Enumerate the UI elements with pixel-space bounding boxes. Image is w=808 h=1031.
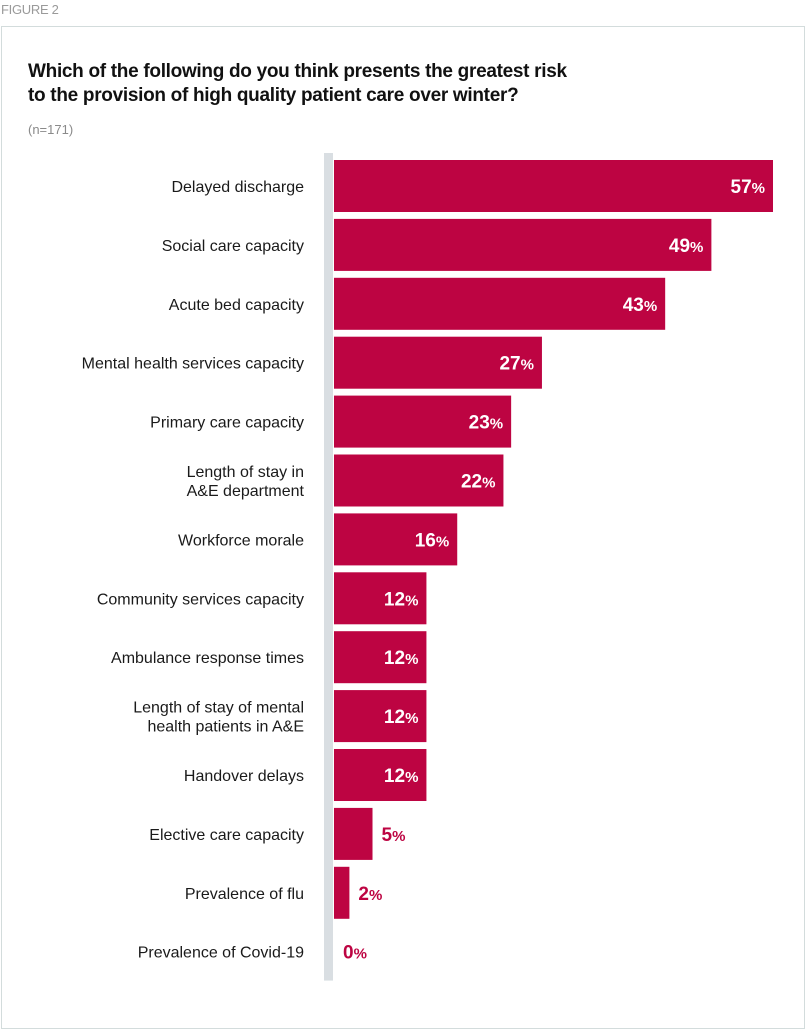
category-label: Workforce morale [178,532,304,549]
bar [334,513,458,566]
data-label: 12% [384,648,418,669]
data-label: 12% [384,707,418,728]
bar [334,336,542,389]
y-axis-line [324,153,333,981]
category-label: Community services capacity [97,591,304,608]
data-label: 12% [384,589,418,610]
category-label: Elective care capacity [149,827,304,844]
category-label: Prevalence of Covid-19 [138,945,304,962]
bar [334,807,373,860]
data-label: 49% [669,236,703,257]
data-label: 12% [384,766,418,787]
category-label: Primary care capacity [150,415,304,432]
data-label: 22% [461,472,495,493]
bar [334,572,427,625]
bar [334,218,712,271]
bar [334,749,427,801]
data-label: 57% [731,177,765,198]
chart-title: Which of the following do you think pres… [28,60,728,108]
data-label: 43% [623,295,657,316]
chart-title-line-1: Which of the following do you think pres… [28,61,567,82]
bar [334,454,504,507]
data-label: 23% [469,413,503,434]
chart-subtitle: (n=171) [28,122,74,137]
category-label: Length of stay of mental health patients … [133,700,304,736]
data-label: 5% [382,825,406,846]
category-label: Delayed discharge [171,179,304,196]
bar [334,866,350,919]
category-label: Length of stay in A&E department [187,464,305,500]
data-label: 2% [358,884,382,905]
category-label: Acute bed capacity [169,297,304,314]
bar [334,277,666,330]
data-label: 27% [499,354,533,375]
bar [334,690,427,743]
bar [334,160,773,212]
figure-label: FIGURE 2 [1,2,59,17]
chart-title-line-2: to the provision of high quality patient… [28,85,519,106]
data-label: 16% [415,530,449,551]
category-label: Ambulance response times [111,650,304,667]
category-label: Social care capacity [162,238,304,255]
category-label: Mental health services capacity [82,356,304,373]
category-label: Handover delays [184,768,304,785]
bar [334,395,512,448]
bar [334,631,427,684]
data-label: 0% [343,943,367,964]
category-label: Prevalence of flu [185,886,304,903]
